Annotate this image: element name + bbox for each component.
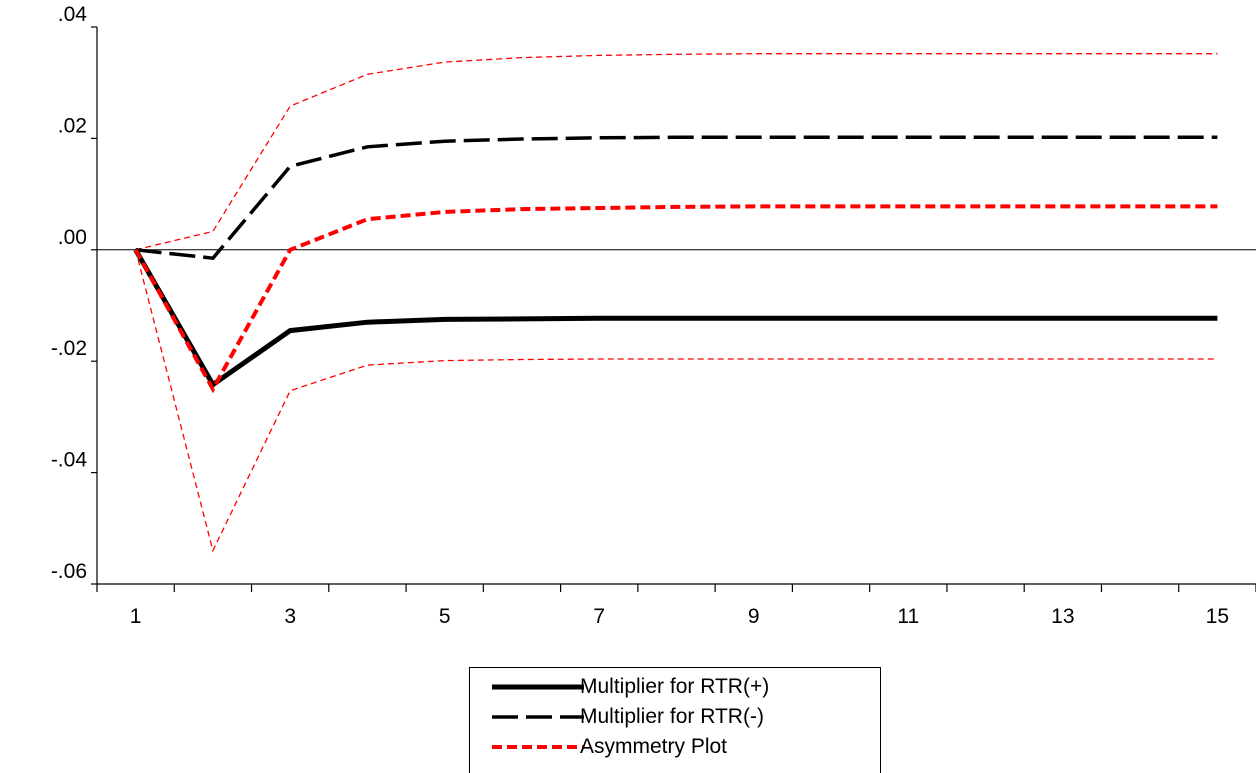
y-tick-label: -.04 [51, 449, 88, 472]
series-line-1 [135, 135, 1218, 261]
x-tick-label: 13 [1051, 605, 1074, 628]
legend-item-rtr-plus: Multiplier for RTR(+) [470, 672, 880, 702]
y-tick-label: -.02 [51, 337, 87, 360]
legend-item-rtr-minus: Multiplier for RTR(-) [470, 702, 880, 732]
y-tick-label: .00 [58, 226, 87, 249]
legend-swatch-rtr-plus [492, 684, 584, 690]
x-tick-label: 15 [1206, 605, 1229, 628]
y-tick-label: .02 [58, 114, 87, 137]
x-tick-label: 11 [897, 605, 919, 628]
legend-swatch-rtr-minus [492, 715, 584, 719]
chart: .04.02.00-.02-.04-.061 3 5 7 9 11 13 15 [51, 3, 1256, 628]
series-lines [133, 53, 1218, 553]
y-tick-label: -.06 [51, 560, 87, 583]
axes [91, 26, 1256, 592]
x-tick-label: 9 [748, 605, 760, 628]
x-tick-label: 7 [593, 605, 605, 628]
x-tick-label: 1 [130, 605, 142, 628]
tick-labels: .04.02.00-.02-.04-.061 3 5 7 9 11 13 15 [51, 3, 1229, 628]
legend-label-asymmetry: Asymmetry Plot [580, 735, 728, 758]
series-line-0 [133, 248, 1218, 389]
legend-swatch-asymmetry [492, 745, 584, 749]
legend-label-rtr-minus: Multiplier for RTR(-) [580, 705, 764, 728]
legend: Multiplier for RTR(+) Multiplier for RTR… [469, 667, 881, 773]
y-tick-label: .04 [58, 3, 88, 26]
series-line-4 [134, 249, 1218, 553]
series-line-3 [135, 53, 1218, 251]
x-tick-label: 3 [284, 605, 296, 628]
legend-label-rtr-plus: Multiplier for RTR(+) [580, 675, 770, 698]
x-tick-label: 5 [439, 605, 451, 628]
series-line-2 [133, 204, 1218, 394]
legend-item-asymmetry: Asymmetry Plot [470, 732, 880, 762]
